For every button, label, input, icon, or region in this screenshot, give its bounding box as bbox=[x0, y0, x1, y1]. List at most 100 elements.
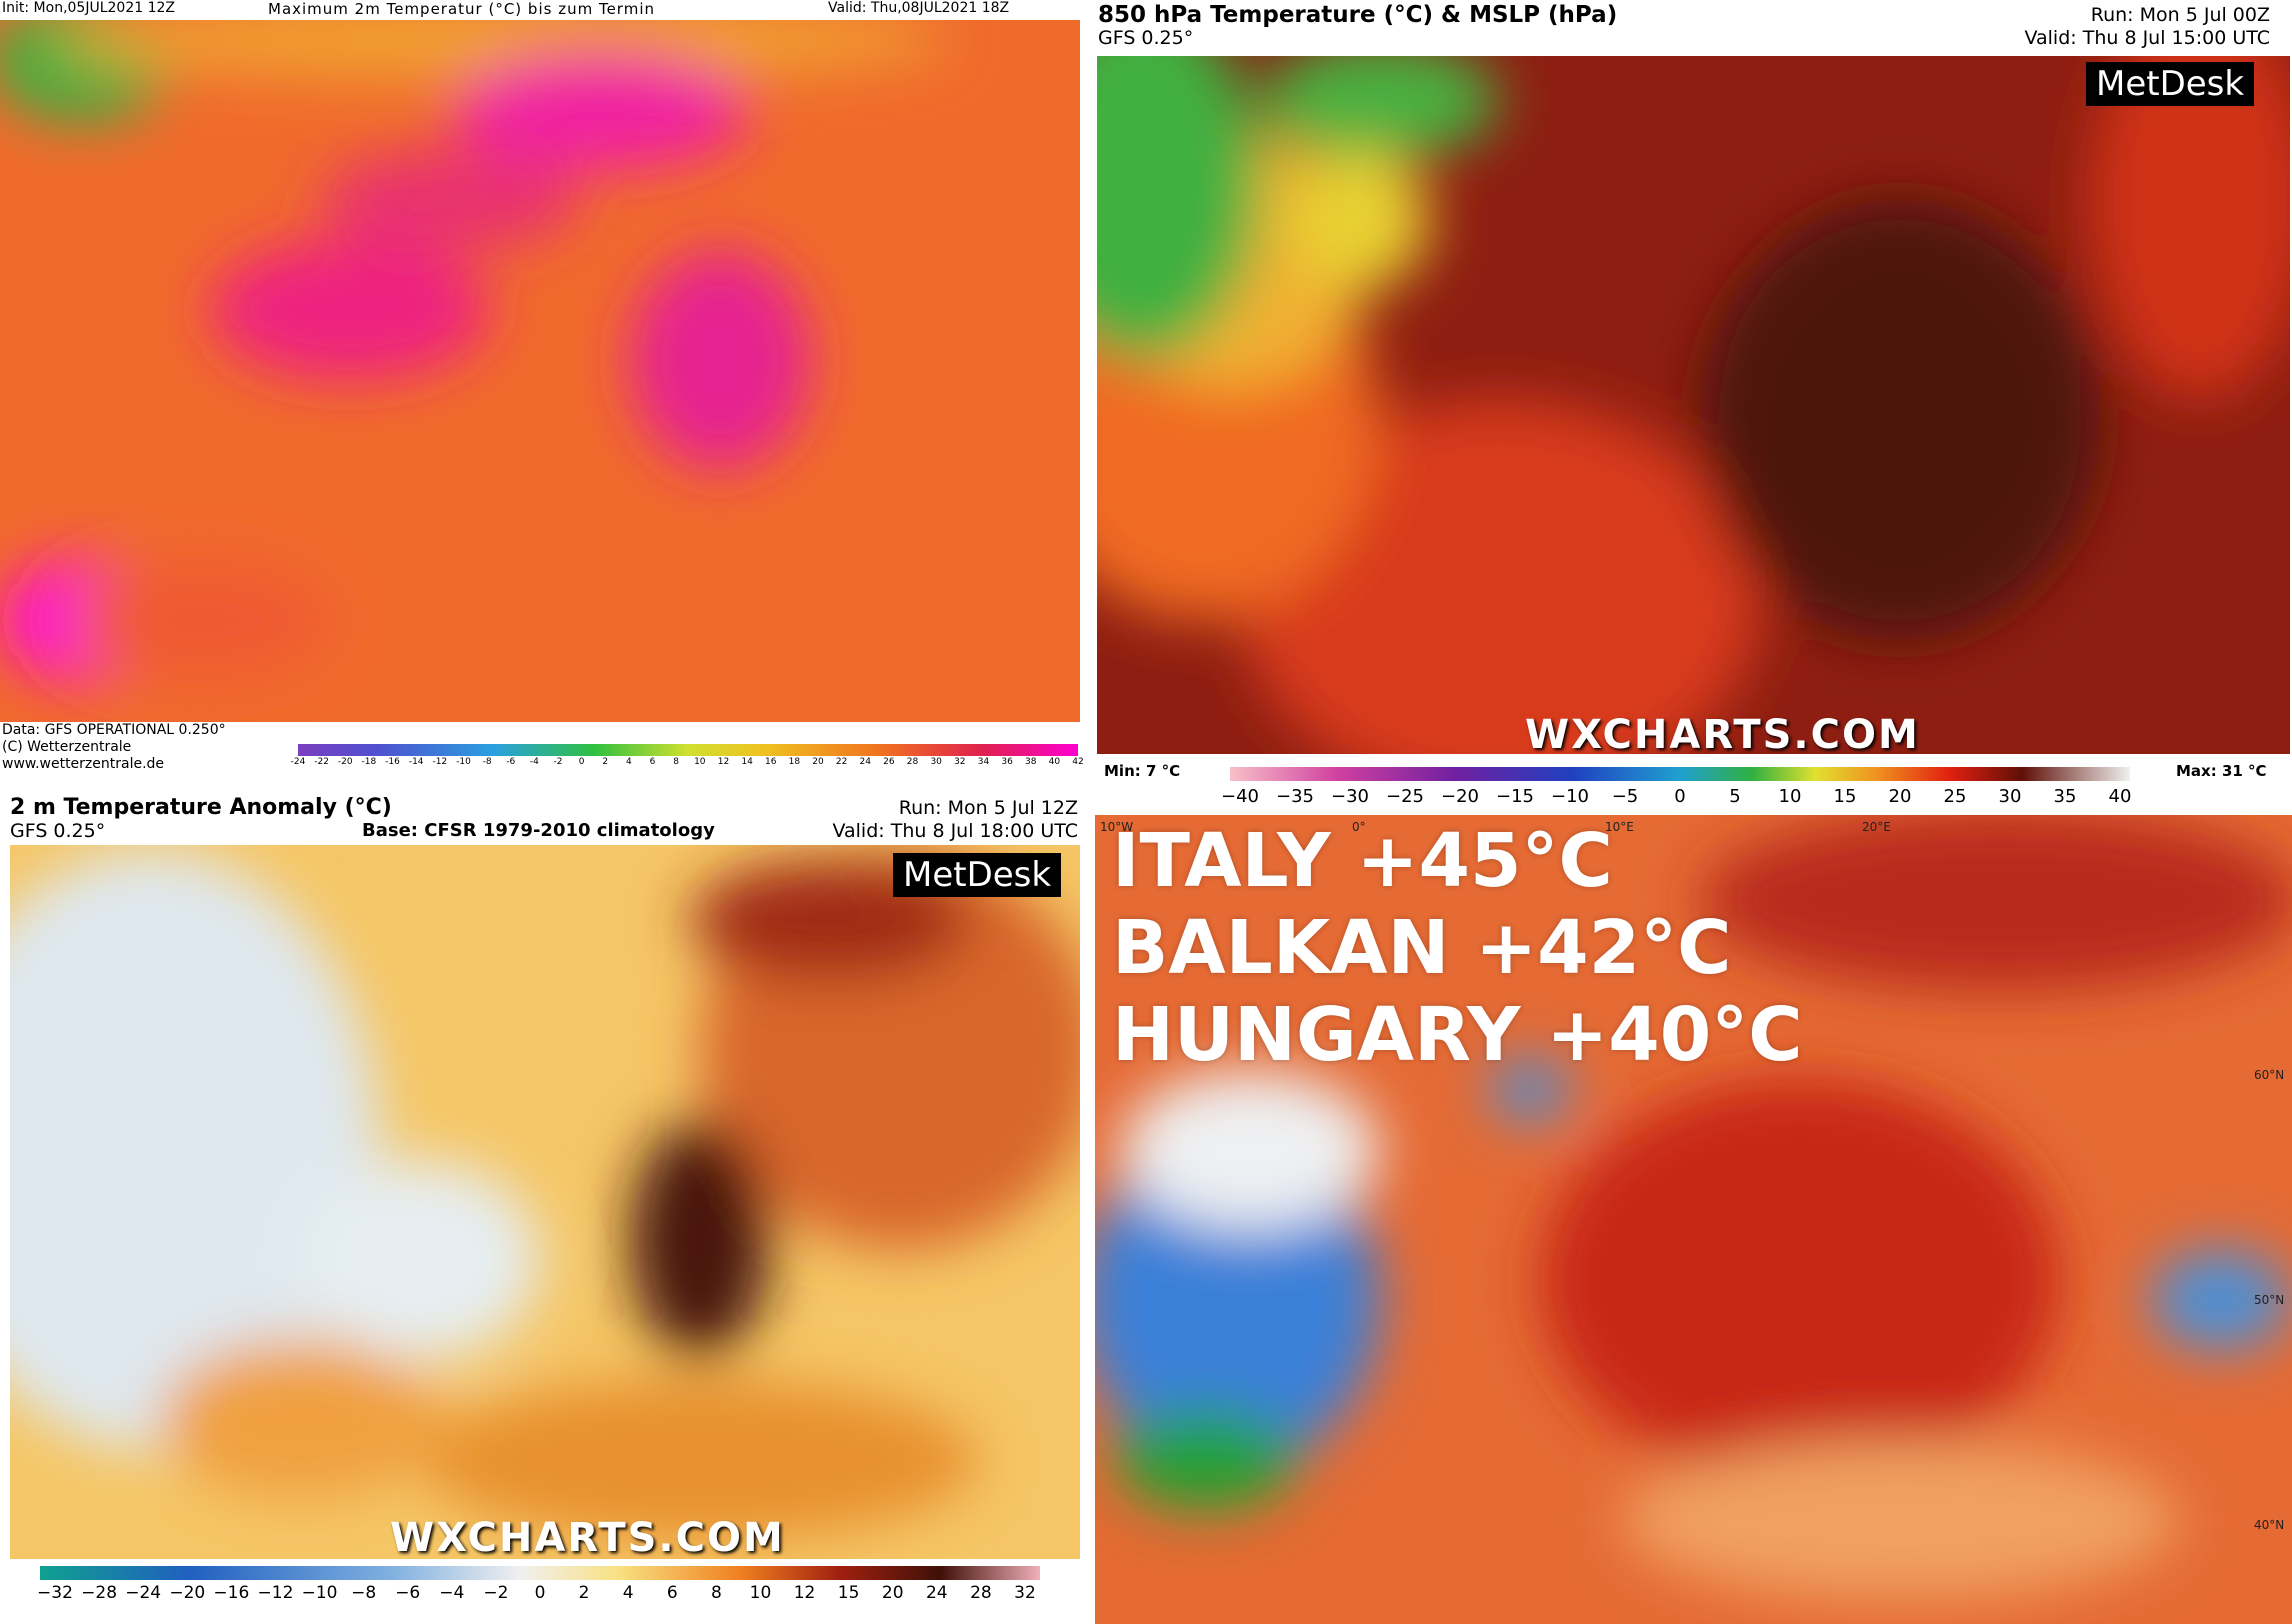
headline: BALKAN +42°C bbox=[1112, 905, 1732, 991]
headline: HUNGARY +40°C bbox=[1112, 992, 1803, 1078]
valid: Valid: Thu 8 Jul 18:00 UTC bbox=[832, 820, 1078, 842]
run: Run: Mon 5 Jul 00Z bbox=[2090, 4, 2270, 26]
colorbar-label: 14 bbox=[741, 757, 753, 767]
header-center: Maximum 2m Temperatur (°C) bis zum Termi… bbox=[268, 0, 655, 18]
colorbar-label: 12 bbox=[793, 1583, 816, 1603]
colorbar-label: −16 bbox=[213, 1583, 250, 1603]
valid: Valid: Thu 8 Jul 15:00 UTC bbox=[2024, 27, 2270, 49]
subtitle: GFS 0.25° bbox=[10, 820, 106, 842]
map-label: 10°W bbox=[1100, 820, 1134, 834]
colorbar-label: 20 bbox=[1888, 786, 1912, 807]
colorbar-label: -4 bbox=[529, 757, 539, 767]
colorbar-label: -8 bbox=[482, 757, 492, 767]
colorbar-label: -20 bbox=[337, 757, 353, 767]
colorbar-label: −20 bbox=[169, 1583, 206, 1603]
footer: www.wetterzentrale.de bbox=[2, 756, 165, 772]
title: 2 m Temperature Anomaly (°C) bbox=[10, 795, 392, 820]
map-label: 20°E bbox=[1862, 820, 1891, 834]
colorbar-label: 36 bbox=[1001, 757, 1013, 767]
colorbar-label: 28 bbox=[906, 757, 919, 767]
colorbar-label: -14 bbox=[408, 757, 424, 767]
colorbar-label: −35 bbox=[1276, 786, 1314, 807]
colorbar-label: −4 bbox=[439, 1583, 465, 1603]
footer: (C) Wetterzentrale bbox=[2, 739, 132, 755]
colorbar-label: 12 bbox=[717, 757, 730, 767]
colorbar-label: 30 bbox=[1998, 786, 2022, 807]
colorbar-label: 0 bbox=[578, 757, 585, 767]
colorbar-label: −25 bbox=[1386, 786, 1424, 807]
colorbar-label: 30 bbox=[930, 757, 942, 767]
map-label: 40°N bbox=[2254, 1518, 2285, 1532]
colorbar-label: 8 bbox=[673, 757, 680, 767]
subtitle: GFS 0.25° bbox=[1098, 27, 1194, 49]
headline: ITALY +45°C bbox=[1112, 818, 1613, 904]
colorbar-label: −12 bbox=[257, 1583, 294, 1603]
colorbar-label: −20 bbox=[1441, 786, 1479, 807]
watermark: WXCHARTS.COM bbox=[390, 1515, 785, 1561]
map-label: 50°N bbox=[2254, 1293, 2285, 1307]
colorbar-label: 18 bbox=[788, 757, 801, 767]
colorbar-label: 0 bbox=[534, 1583, 546, 1603]
colorbar-label: 6 bbox=[649, 757, 656, 767]
logo: MetDesk bbox=[893, 853, 1062, 897]
colorbar-label: −2 bbox=[483, 1583, 509, 1603]
colorbar-label: 38 bbox=[1024, 757, 1037, 767]
colorbar-label: -16 bbox=[385, 757, 400, 767]
title: 850 hPa Temperature (°C) & MSLP (hPa) bbox=[1098, 2, 1618, 28]
colorbar-label: -22 bbox=[314, 757, 329, 767]
run: Run: Mon 5 Jul 12Z bbox=[898, 797, 1078, 819]
colorbar-label: 4 bbox=[626, 757, 632, 767]
header-right: Valid: Thu,08JUL2021 18Z bbox=[828, 0, 1010, 16]
colorbar-label: −15 bbox=[1496, 786, 1534, 807]
colorbar-label: −28 bbox=[81, 1583, 118, 1603]
colorbar-label: 15 bbox=[1833, 786, 1857, 807]
colorbar-label: 10 bbox=[1778, 786, 1802, 807]
colorbar-label: 40 bbox=[2108, 786, 2132, 807]
header-left: Init: Mon,05JUL2021 12Z bbox=[2, 0, 175, 16]
colorbar-label: 10 bbox=[749, 1583, 772, 1603]
map-label: 0° bbox=[1352, 820, 1366, 834]
colorbar-label: 20 bbox=[881, 1583, 904, 1603]
footer: Data: GFS OPERATIONAL 0.250° bbox=[2, 722, 226, 738]
colorbar-label: 6 bbox=[666, 1583, 678, 1603]
colorbar-label: 34 bbox=[977, 757, 990, 767]
colorbar-label: −40 bbox=[1221, 786, 1259, 807]
colorbar-label: 24 bbox=[925, 1583, 948, 1603]
colorbar-label: -24 bbox=[290, 757, 306, 767]
colorbar-label: 0 bbox=[1674, 786, 1686, 807]
colorbar-label: -6 bbox=[506, 757, 516, 767]
colorbar-label: 16 bbox=[764, 757, 777, 767]
colorbar-label: -2 bbox=[553, 757, 563, 767]
colorbar-label: −24 bbox=[125, 1583, 162, 1603]
colorbar-label: -10 bbox=[456, 757, 471, 767]
map-label: 60°N bbox=[2254, 1068, 2285, 1082]
colorbar-label: -12 bbox=[432, 757, 448, 767]
colorbar-label: 40 bbox=[1048, 757, 1061, 767]
colorbar-label: −5 bbox=[1611, 786, 1639, 807]
colorbar-label: −30 bbox=[1331, 786, 1369, 807]
colorbar-label: 2 bbox=[602, 757, 609, 767]
colorbar-label: −32 bbox=[37, 1583, 73, 1603]
map-label: 10°E bbox=[1605, 820, 1634, 834]
watermark: WXCHARTS.COM bbox=[1525, 712, 1920, 758]
colorbar-label: 26 bbox=[883, 757, 895, 767]
colorbar-label: 35 bbox=[2053, 786, 2077, 807]
colorbar-label: 2 bbox=[578, 1583, 590, 1603]
logo: MetDesk bbox=[2086, 62, 2255, 106]
colorbar-label: −10 bbox=[1551, 786, 1589, 807]
colorbar-label: 32 bbox=[1014, 1583, 1036, 1603]
colorbar-label: 8 bbox=[710, 1583, 722, 1603]
colorbar-label: 20 bbox=[812, 757, 824, 767]
base: Base: CFSR 1979-2010 climatology bbox=[362, 820, 715, 841]
colorbar-label: 10 bbox=[694, 757, 706, 767]
colorbar-label: −8 bbox=[351, 1583, 377, 1603]
colorbar-label: 42 bbox=[1072, 757, 1084, 767]
min: Min: 7 °C bbox=[1104, 762, 1181, 780]
max: Max: 31 °C bbox=[2176, 762, 2267, 780]
colorbar-label: 28 bbox=[970, 1583, 992, 1603]
colorbar-label: 32 bbox=[954, 757, 966, 767]
colorbar-label: 24 bbox=[859, 757, 871, 767]
colorbar-label: −6 bbox=[395, 1583, 421, 1603]
